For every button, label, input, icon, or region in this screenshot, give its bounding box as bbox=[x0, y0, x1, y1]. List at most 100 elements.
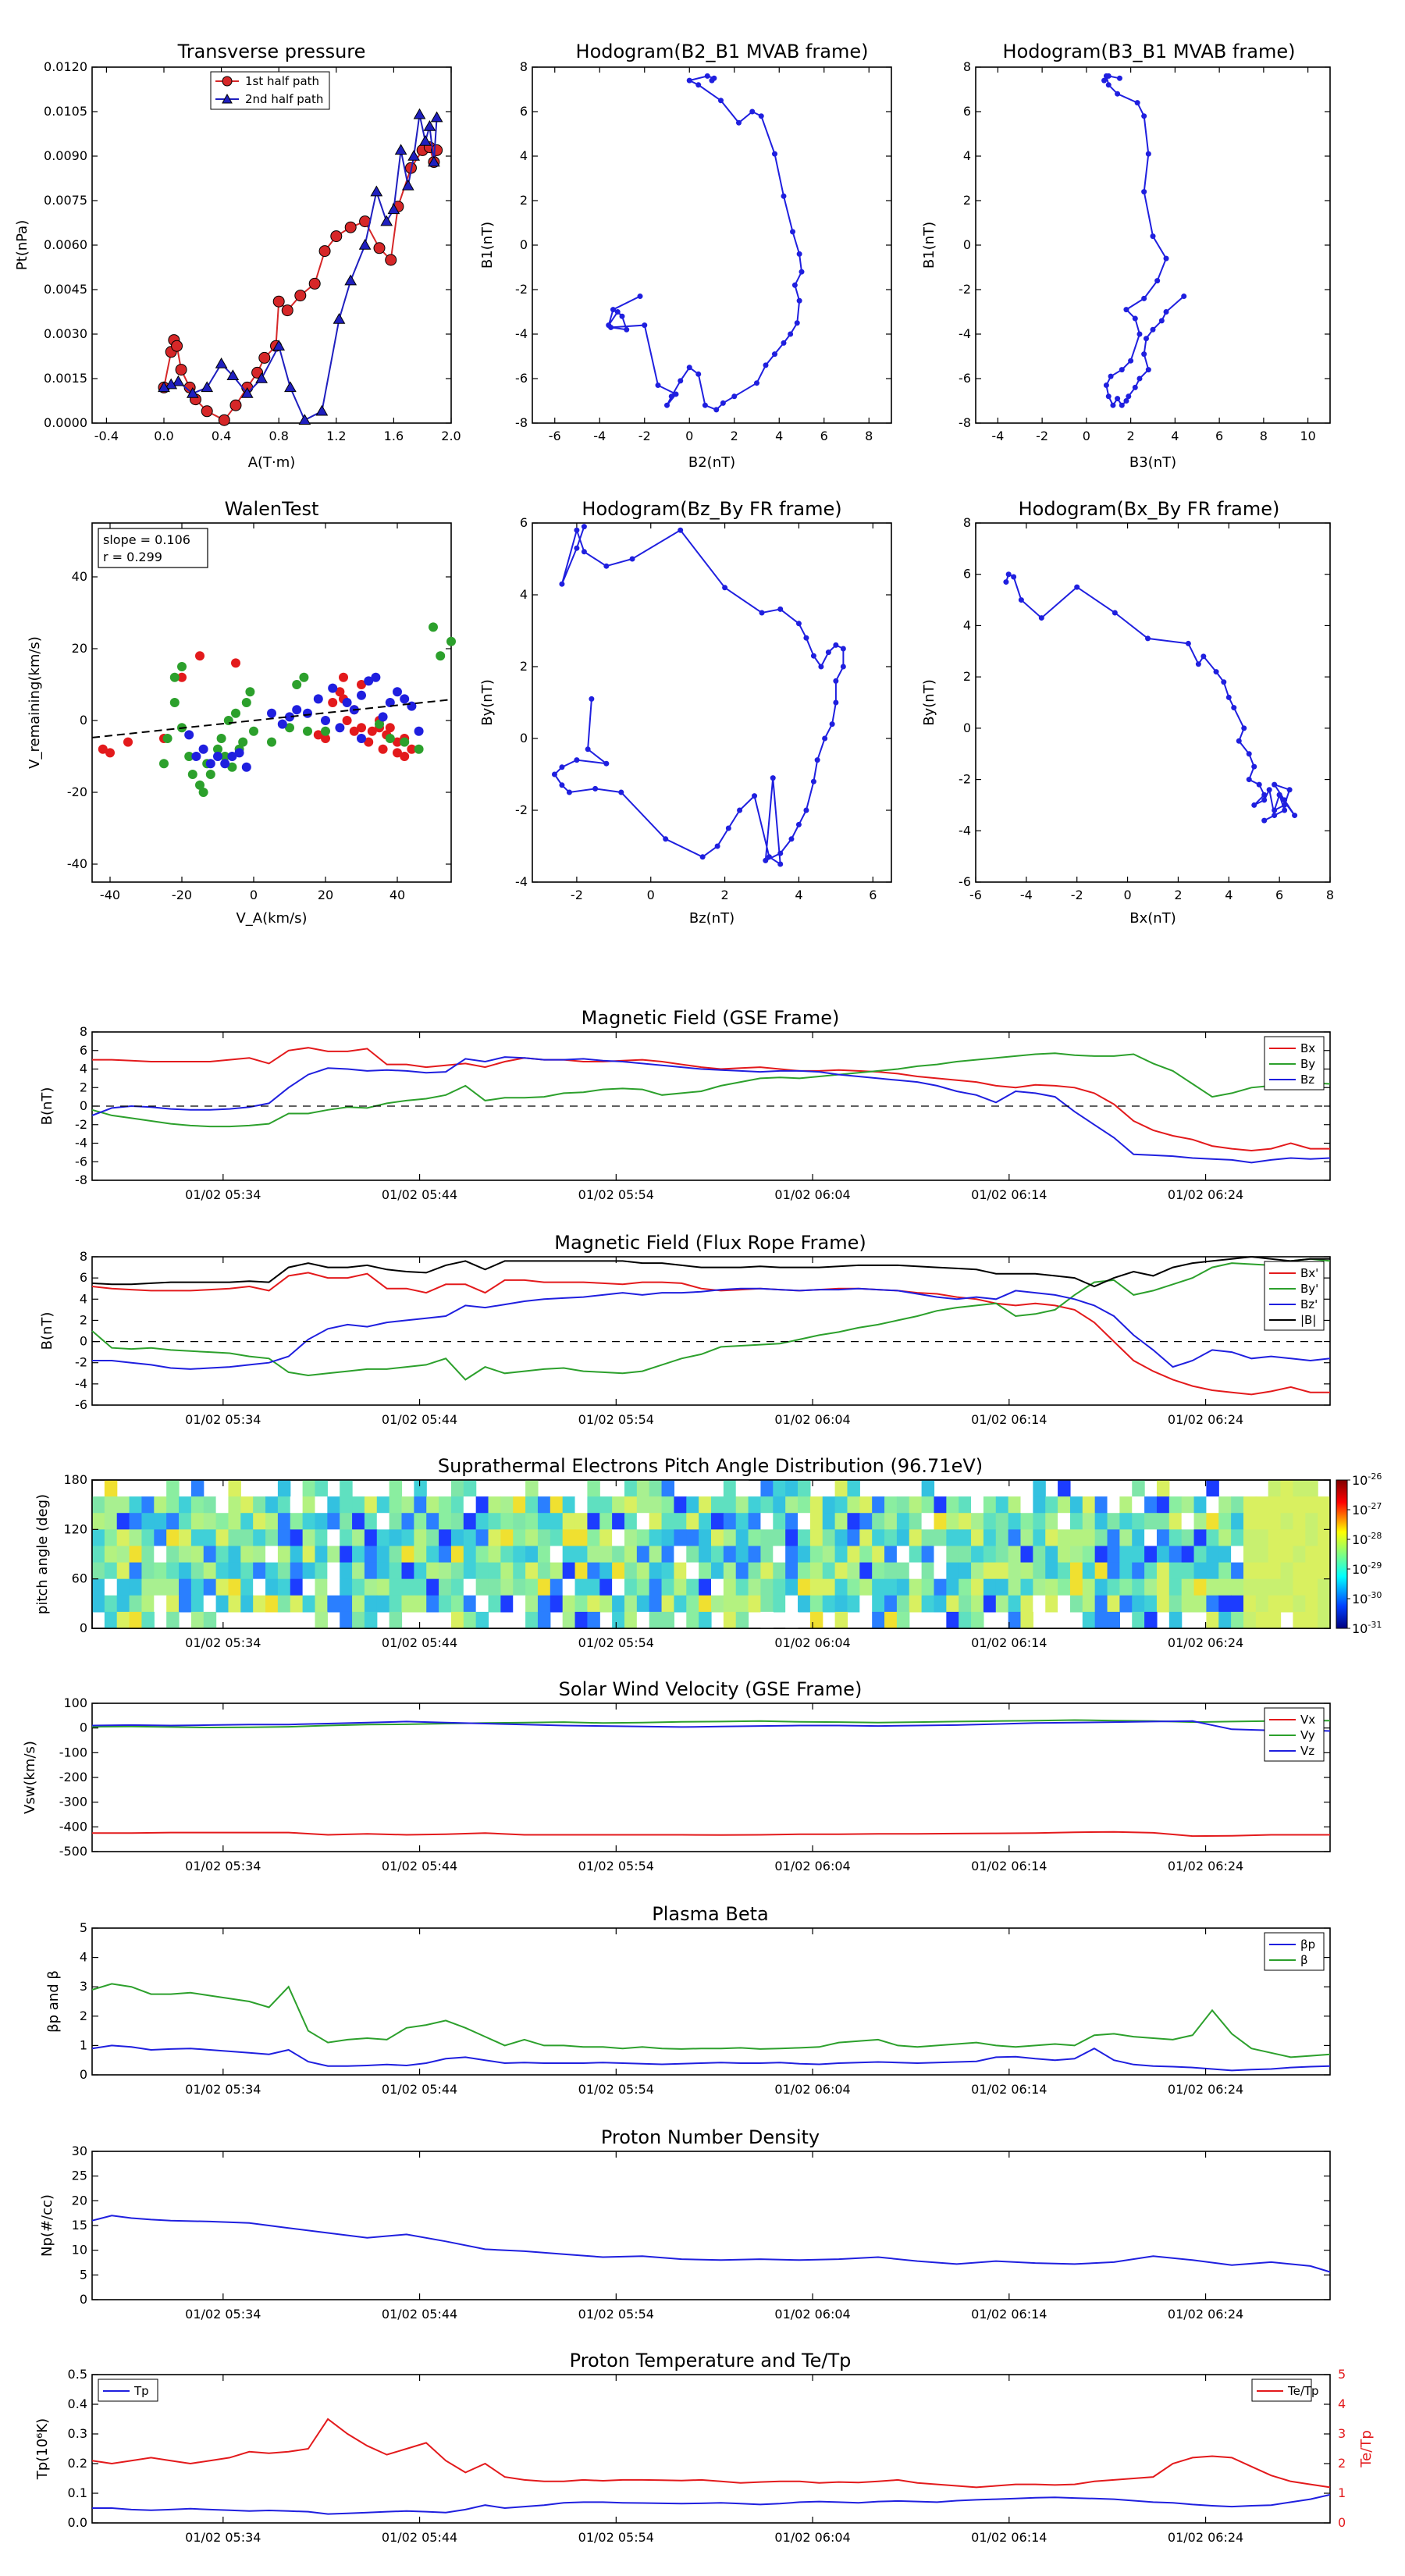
x-tick-label: 6 bbox=[1275, 888, 1283, 902]
legend: βpβ bbox=[1264, 1932, 1325, 1971]
colorbar-tick-label: 10-30 bbox=[1352, 1590, 1382, 1606]
walen-point-2 bbox=[375, 719, 384, 729]
heatmap-cell bbox=[1156, 1562, 1170, 1580]
heatmap-cell bbox=[699, 1529, 712, 1547]
walen-point-2 bbox=[436, 651, 446, 661]
heatmap-cell bbox=[1305, 1513, 1318, 1530]
hodogram-point bbox=[1005, 571, 1012, 578]
hodogram-point bbox=[833, 699, 839, 706]
y-tick-label: 0.0075 bbox=[44, 193, 87, 208]
panel-title: Proton Temperature and Te/Tp bbox=[570, 2350, 852, 2371]
colorbar-tick-exponent: -26 bbox=[1368, 1471, 1382, 1482]
heatmap-cell bbox=[1318, 1595, 1331, 1613]
heatmap-cell bbox=[277, 1595, 291, 1613]
y2-tick-label: 1 bbox=[1338, 2485, 1346, 2500]
heatmap-cell bbox=[1058, 1595, 1071, 1613]
y-tick-label: 8 bbox=[520, 59, 528, 74]
hodogram-point bbox=[810, 778, 816, 785]
heatmap-cell bbox=[934, 1595, 947, 1613]
heatmap-cell bbox=[661, 1562, 675, 1580]
y-tick-label: 2 bbox=[80, 1312, 87, 1327]
y-tick-label: -8 bbox=[75, 1172, 87, 1187]
heatmap-cell bbox=[1058, 1496, 1071, 1514]
heatmap-cell bbox=[1144, 1513, 1158, 1530]
heatmap-cell bbox=[574, 1546, 588, 1564]
heatmap-cell bbox=[872, 1513, 885, 1530]
time-tick-label: 01/02 05:44 bbox=[382, 2307, 457, 2322]
heatmap-cell bbox=[203, 1546, 217, 1564]
heatmap-cell bbox=[909, 1546, 923, 1564]
plot-frame bbox=[532, 522, 892, 883]
heatmap-cell bbox=[141, 1578, 155, 1596]
heatmap-cell bbox=[1008, 1595, 1022, 1613]
legend-label: Tp bbox=[133, 2384, 149, 2398]
heatmap-cell bbox=[921, 1546, 935, 1564]
heatmap-cell bbox=[1293, 1578, 1306, 1596]
y-tick-label: 8 bbox=[80, 1249, 87, 1264]
hodogram-point bbox=[1123, 398, 1129, 404]
heatmap-cell bbox=[129, 1562, 143, 1580]
heatmap-cell bbox=[785, 1578, 799, 1596]
heatmap-cell bbox=[190, 1562, 205, 1580]
heatmap-cell bbox=[364, 1513, 378, 1530]
heatmap-cell bbox=[847, 1595, 860, 1613]
heatmap-cell bbox=[302, 1578, 316, 1596]
walen-point-2 bbox=[400, 737, 410, 747]
heatmap-cell bbox=[1206, 1480, 1219, 1497]
walen-point-2 bbox=[446, 636, 456, 646]
heatmap-cell bbox=[921, 1513, 935, 1530]
data-point-triangle bbox=[186, 386, 199, 398]
data-point-triangle bbox=[401, 179, 414, 190]
heatmap-cell bbox=[116, 1595, 130, 1613]
hodogram-point bbox=[795, 621, 802, 627]
hodogram-point bbox=[1256, 781, 1262, 788]
y-tick-label: -8 bbox=[959, 415, 971, 430]
data-point-triangle bbox=[333, 312, 346, 324]
heatmap-cell bbox=[809, 1578, 823, 1596]
heatmap-cell bbox=[983, 1496, 997, 1514]
heatmap-cell bbox=[1181, 1529, 1195, 1547]
heatmap-cell bbox=[934, 1529, 947, 1547]
panel-title: Hodogram(Bx_By FR frame) bbox=[1019, 498, 1280, 520]
heatmap-cell bbox=[1033, 1546, 1046, 1564]
data-point-triangle bbox=[419, 134, 432, 146]
heatmap-cell bbox=[1094, 1562, 1108, 1580]
hodogram-point bbox=[1163, 255, 1169, 262]
walen-point-3 bbox=[393, 687, 402, 697]
heatmap-cell bbox=[636, 1496, 650, 1514]
heatmap-cell bbox=[946, 1513, 959, 1530]
heatmap-cell bbox=[1082, 1529, 1096, 1547]
hodogram-point bbox=[1185, 640, 1191, 646]
heatmap-cell bbox=[1069, 1529, 1083, 1547]
heatmap-cell bbox=[921, 1529, 935, 1547]
hodogram-point bbox=[1292, 813, 1298, 819]
heatmap-cell bbox=[624, 1496, 638, 1514]
heatmap-cell bbox=[1218, 1595, 1232, 1613]
hodogram-point bbox=[1141, 189, 1147, 195]
y-tick-label: 0 bbox=[520, 237, 528, 252]
heatmap-cell bbox=[674, 1513, 687, 1530]
y-tick-label: 30 bbox=[72, 2144, 87, 2158]
walen-point-1 bbox=[339, 672, 348, 682]
heatmap-cell bbox=[946, 1611, 959, 1629]
heatmap-cell bbox=[896, 1611, 910, 1629]
heatmap-cell bbox=[773, 1546, 786, 1564]
heatmap-cell bbox=[909, 1595, 923, 1613]
y-tick-label: -4 bbox=[515, 874, 528, 889]
heatmap-cell bbox=[1156, 1513, 1170, 1530]
heatmap-cell bbox=[1058, 1480, 1071, 1497]
y2-tick-label: 2 bbox=[1338, 2456, 1346, 2471]
heatmap-cell bbox=[203, 1529, 217, 1547]
heatmap-cell bbox=[1082, 1513, 1096, 1530]
heatmap-cell bbox=[129, 1546, 143, 1564]
heatmap-cell bbox=[1132, 1480, 1145, 1497]
hodogram-point bbox=[1105, 73, 1112, 79]
heatmap-cell bbox=[154, 1546, 167, 1564]
heatmap-cell bbox=[1293, 1595, 1306, 1613]
heatmap-cell bbox=[513, 1562, 526, 1580]
y-tick-label: -6 bbox=[75, 1154, 87, 1169]
heatmap-cell bbox=[389, 1546, 403, 1564]
heatmap-cell bbox=[760, 1496, 774, 1514]
hodogram-point bbox=[624, 326, 630, 333]
heatmap-cell bbox=[340, 1480, 353, 1497]
